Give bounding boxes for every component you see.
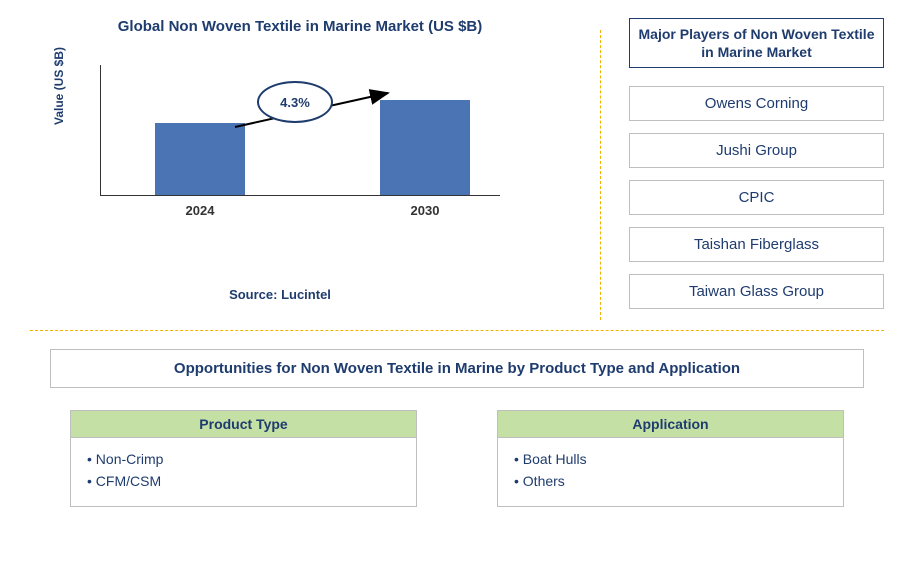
column-body: Boat HullsOthers: [497, 438, 844, 507]
player-item: Taiwan Glass Group: [629, 274, 884, 309]
growth-rate-label: 4.3%: [280, 95, 310, 110]
players-title: Major Players of Non Woven Textile in Ma…: [629, 18, 884, 68]
column-header: Product Type: [70, 410, 417, 438]
source-label: Source: Lucintel: [0, 287, 560, 302]
bar-2030: [380, 100, 470, 195]
player-item: CPIC: [629, 180, 884, 215]
top-section: Global Non Woven Textile in Marine Marke…: [0, 0, 914, 330]
opportunity-column: Product TypeNon-CrimpCFM/CSM: [70, 410, 417, 507]
opportunity-column: ApplicationBoat HullsOthers: [497, 410, 844, 507]
bottom-section: Opportunities for Non Woven Textile in M…: [0, 331, 914, 517]
growth-rate-oval: 4.3%: [257, 81, 333, 123]
player-item: Taishan Fiberglass: [629, 227, 884, 262]
chart-title: Global Non Woven Textile in Marine Marke…: [20, 18, 580, 35]
chart-region: Global Non Woven Textile in Marine Marke…: [0, 0, 600, 330]
y-axis-label: Value (US $B): [52, 47, 66, 125]
x-axis: [100, 195, 500, 196]
column-item: CFM/CSM: [87, 470, 400, 492]
bar-label-2030: 2030: [380, 203, 470, 218]
column-body: Non-CrimpCFM/CSM: [70, 438, 417, 507]
opportunities-title: Opportunities for Non Woven Textile in M…: [50, 349, 864, 388]
player-item: Owens Corning: [629, 86, 884, 121]
column-item: Boat Hulls: [514, 448, 827, 470]
y-axis: [100, 65, 101, 195]
column-header: Application: [497, 410, 844, 438]
players-list: Owens Corning Jushi Group CPIC Taishan Fibe…: [629, 86, 884, 309]
chart-plot: Value (US $B) 2024 2030 4.3%: [100, 65, 530, 245]
bar-2024: [155, 123, 245, 195]
player-item: Jushi Group: [629, 133, 884, 168]
bar-label-2024: 2024: [155, 203, 245, 218]
column-item: Non-Crimp: [87, 448, 400, 470]
column-item: Others: [514, 470, 827, 492]
players-region: Major Players of Non Woven Textile in Ma…: [601, 0, 914, 330]
opportunity-columns: Product TypeNon-CrimpCFM/CSMApplicationB…: [50, 410, 864, 507]
